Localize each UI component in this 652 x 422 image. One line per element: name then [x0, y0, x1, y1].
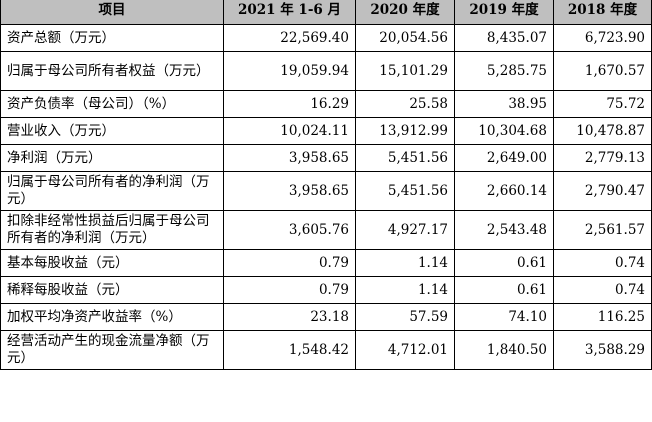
table-row: 基本每股收益（元） 0.79 1.14 0.61 0.74	[0, 249, 652, 277]
row-value: 3,958.65	[223, 144, 356, 172]
row-value: 10,304.68	[454, 117, 554, 145]
table-row: 营业收入（万元） 10,024.11 13,912.99 10,304.68 10,47…	[0, 117, 652, 145]
row-label: 稀释每股收益（元）	[0, 276, 224, 304]
row-value: 0.61	[454, 276, 554, 304]
table-row: 稀释每股收益（元） 0.79 1.14 0.61 0.74	[0, 276, 652, 304]
table-row: 加权平均净资产收益率（%） 23.18 57.59 74.10 116.25	[0, 303, 652, 331]
table-row: 净利润（万元） 3,958.65 5,451.56 2,649.00 2,779.13	[0, 144, 652, 172]
row-value: 0.61	[454, 249, 554, 277]
row-value: 74.10	[454, 303, 554, 331]
row-value: 1.14	[355, 276, 455, 304]
row-value: 10,024.11	[223, 117, 356, 145]
row-value: 75.72	[553, 90, 652, 118]
row-value: 20,054.56	[355, 24, 455, 52]
row-value: 1,670.57	[553, 51, 652, 91]
table-row: 经营活动产生的现金流量净额（万元） 1,548.42 4,712.01 1,840.5…	[0, 330, 652, 370]
row-label: 资产负债率（母公司）（%）	[0, 90, 224, 118]
row-value: 13,912.99	[355, 117, 455, 145]
financial-summary-table: 项目 2021 年 1-6 月 2020 年度 2019 年度 2018 年度 …	[0, 0, 652, 370]
row-value: 19,059.94	[223, 51, 356, 91]
row-value: 38.95	[454, 90, 554, 118]
row-value: 0.74	[553, 249, 652, 277]
row-value: 15,101.29	[355, 51, 455, 91]
row-value: 22,569.40	[223, 24, 356, 52]
header-item: 项目	[0, 0, 224, 25]
row-value: 10,478.87	[553, 117, 652, 145]
row-value: 116.25	[553, 303, 652, 331]
row-value: 2,790.47	[553, 171, 652, 211]
table-row: 扣除非经常性损益后归属于母公司所有者的净利润（万元） 3,605.76 4,927.…	[0, 210, 652, 250]
row-value: 3,605.76	[223, 210, 356, 250]
row-label: 扣除非经常性损益后归属于母公司所有者的净利润（万元）	[0, 210, 224, 250]
row-value: 2,660.14	[454, 171, 554, 211]
row-label: 加权平均净资产收益率（%）	[0, 303, 224, 331]
header-2019: 2019 年度	[454, 0, 554, 25]
row-value: 0.79	[223, 276, 356, 304]
row-value: 4,712.01	[355, 330, 455, 370]
row-value: 1,840.50	[454, 330, 554, 370]
table-row: 资产负债率（母公司）（%） 16.29 25.58 38.95 75.72	[0, 90, 652, 118]
row-label: 归属于母公司所有者的净利润（万元）	[0, 171, 224, 211]
row-value: 2,779.13	[553, 144, 652, 172]
row-label: 资产总额（万元）	[0, 24, 224, 52]
row-value: 4,927.17	[355, 210, 455, 250]
row-value: 3,588.29	[553, 330, 652, 370]
row-label: 基本每股收益（元）	[0, 249, 224, 277]
row-value: 8,435.07	[454, 24, 554, 52]
row-label: 营业收入（万元）	[0, 117, 224, 145]
row-value: 23.18	[223, 303, 356, 331]
header-2018: 2018 年度	[553, 0, 652, 25]
row-value: 5,451.56	[355, 144, 455, 172]
row-value: 1,548.42	[223, 330, 356, 370]
row-value: 16.29	[223, 90, 356, 118]
row-value: 57.59	[355, 303, 455, 331]
row-value: 3,958.65	[223, 171, 356, 211]
table-row: 归属于母公司所有者的净利润（万元） 3,958.65 5,451.56 2,660.1…	[0, 171, 652, 211]
row-value: 0.79	[223, 249, 356, 277]
row-label: 经营活动产生的现金流量净额（万元）	[0, 330, 224, 370]
table-header-row: 项目 2021 年 1-6 月 2020 年度 2019 年度 2018 年度	[0, 0, 652, 25]
row-value: 5,451.56	[355, 171, 455, 211]
table-row: 资产总额（万元） 22,569.40 20,054.56 8,435.07 6,723.…	[0, 24, 652, 52]
header-2020: 2020 年度	[355, 0, 455, 25]
row-value: 5,285.75	[454, 51, 554, 91]
row-label: 归属于母公司所有者权益（万元）	[0, 51, 224, 91]
row-value: 2,649.00	[454, 144, 554, 172]
table-row: 归属于母公司所有者权益（万元） 19,059.94 15,101.29 5,285.7…	[0, 51, 652, 91]
row-value: 6,723.90	[553, 24, 652, 52]
row-value: 1.14	[355, 249, 455, 277]
row-label: 净利润（万元）	[0, 144, 224, 172]
row-value: 0.74	[553, 276, 652, 304]
row-value: 25.58	[355, 90, 455, 118]
row-value: 2,561.57	[553, 210, 652, 250]
header-2021h1: 2021 年 1-6 月	[223, 0, 356, 25]
row-value: 2,543.48	[454, 210, 554, 250]
